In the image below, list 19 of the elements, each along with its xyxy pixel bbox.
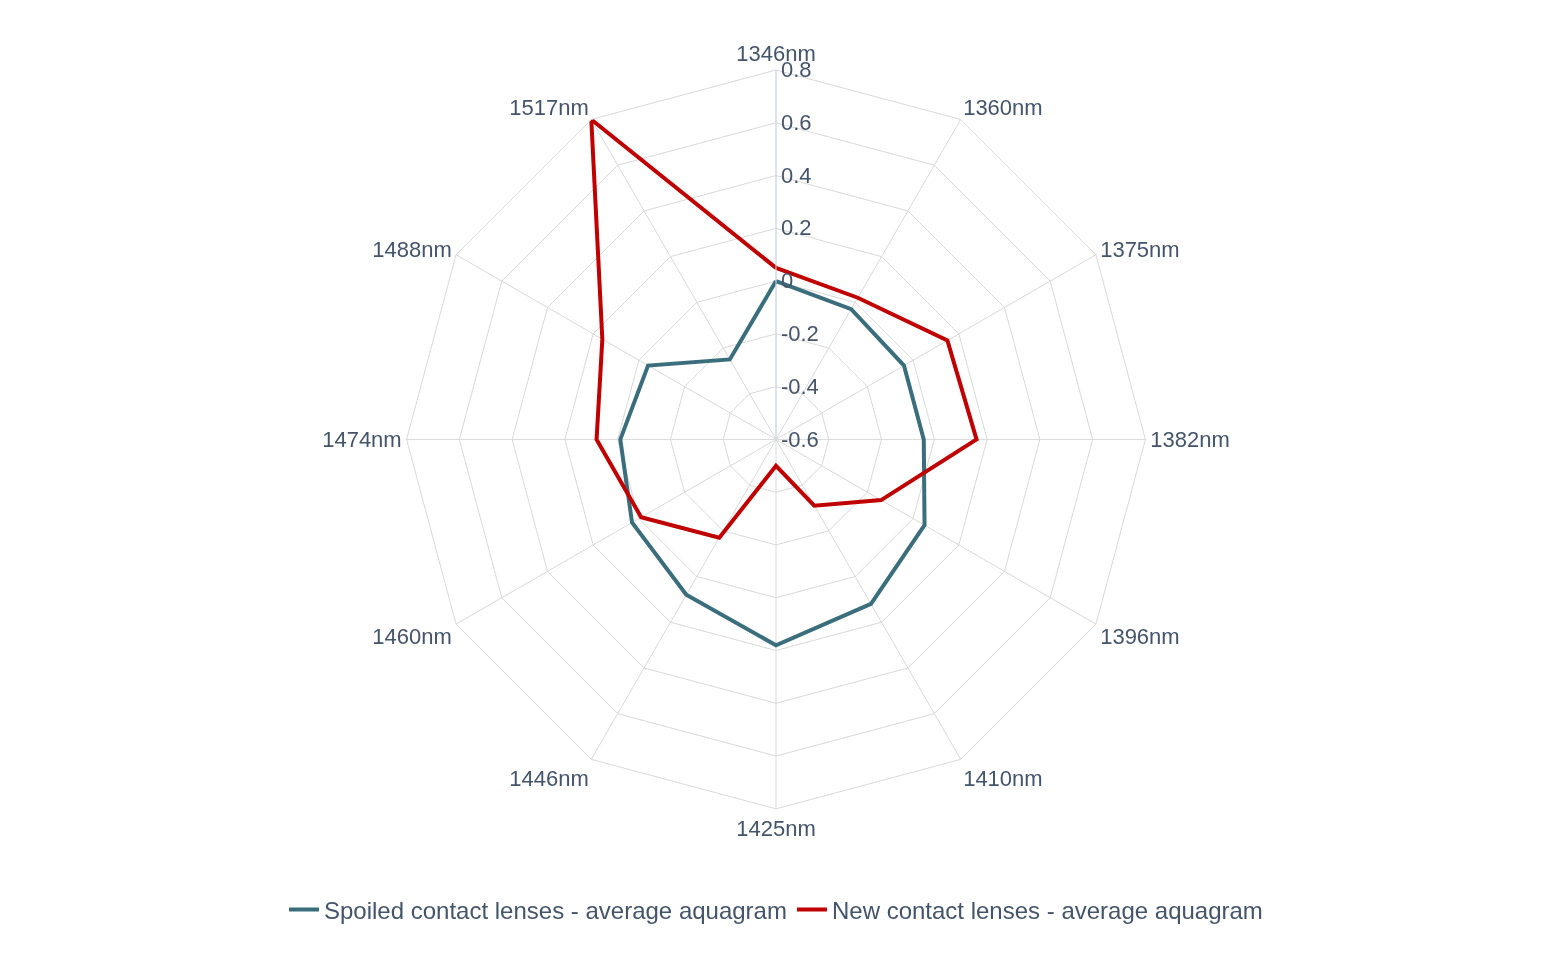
spoke-label: 1474nm xyxy=(322,427,402,453)
spoke-label: 1396nm xyxy=(1100,624,1180,650)
y-tick-label: 0.6 xyxy=(780,109,812,135)
spoke-label: 1488nm xyxy=(372,236,452,262)
spoke-label: 1425nm xyxy=(736,815,816,841)
spoke-label: 1360nm xyxy=(963,95,1043,121)
y-tick-label: 0.2 xyxy=(780,215,812,241)
y-tick-label: -0.2 xyxy=(780,321,819,347)
spoke-label: 1446nm xyxy=(509,766,589,792)
spoke-label: 1382nm xyxy=(1150,427,1230,453)
y-tick-label: -0.6 xyxy=(780,426,819,452)
y-tick-label: -0.4 xyxy=(780,373,819,399)
legend-label: Spoiled contact lenses - average aquagram xyxy=(324,896,787,924)
spoke-label: 1460nm xyxy=(372,624,452,650)
spoke-label: 1517nm xyxy=(509,95,589,121)
y-tick-label: 0.4 xyxy=(780,162,812,188)
legend-label: New contact lenses - average aquagram xyxy=(831,896,1263,924)
spoke-label: 1410nm xyxy=(963,766,1043,792)
spoke-label: 1375nm xyxy=(1100,236,1180,262)
